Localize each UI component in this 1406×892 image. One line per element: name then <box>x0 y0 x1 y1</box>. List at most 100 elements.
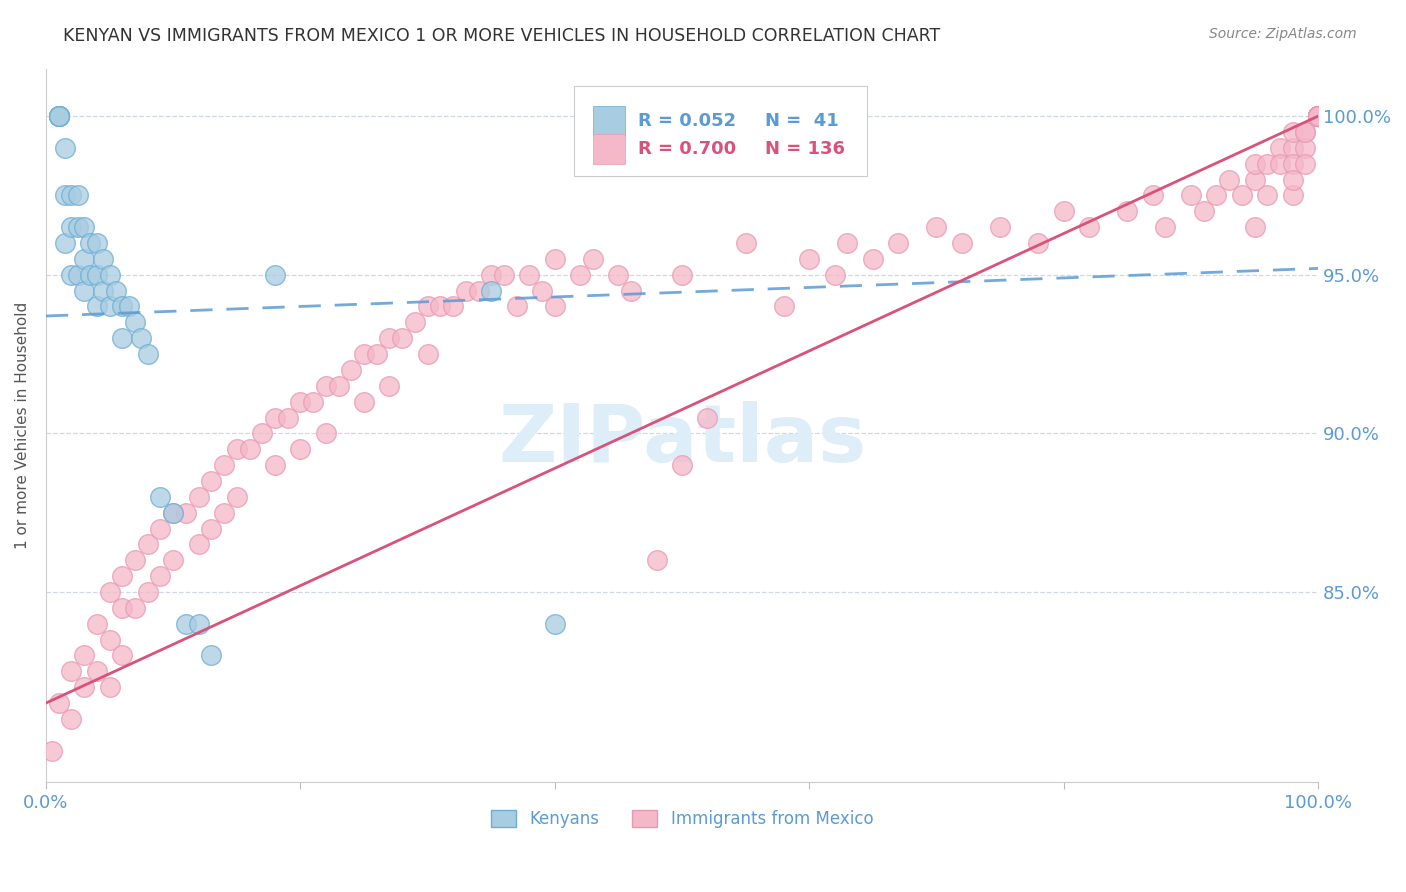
Point <box>1281 125 1303 139</box>
Point <box>887 235 910 250</box>
Point <box>111 648 134 663</box>
Point <box>162 506 184 520</box>
Point <box>1308 109 1330 123</box>
Point <box>1116 204 1139 219</box>
Text: Source: ZipAtlas.com: Source: ZipAtlas.com <box>1209 27 1357 41</box>
Point <box>98 268 121 282</box>
Point <box>1294 125 1316 139</box>
Point <box>1142 188 1164 202</box>
Point <box>1308 109 1330 123</box>
Point <box>79 235 101 250</box>
Point <box>1294 125 1316 139</box>
Point <box>91 284 114 298</box>
Point <box>671 268 693 282</box>
Point <box>353 394 375 409</box>
Point <box>1308 109 1330 123</box>
Point <box>225 442 247 457</box>
Text: R = 0.052: R = 0.052 <box>637 112 735 130</box>
Point <box>1308 109 1330 123</box>
Point <box>1308 109 1330 123</box>
Point <box>734 235 756 250</box>
Point <box>531 284 554 298</box>
Point <box>950 235 973 250</box>
Point <box>98 632 121 647</box>
FancyBboxPatch shape <box>574 87 866 176</box>
Point <box>1308 109 1330 123</box>
Point <box>238 442 260 457</box>
Point <box>988 220 1011 235</box>
Point <box>60 220 83 235</box>
Point <box>772 300 794 314</box>
Point <box>1308 109 1330 123</box>
Point <box>1256 188 1278 202</box>
Point <box>48 109 70 123</box>
Point <box>391 331 413 345</box>
Point <box>1256 157 1278 171</box>
Point <box>1308 109 1330 123</box>
Point <box>479 268 502 282</box>
Point <box>66 188 89 202</box>
Point <box>353 347 375 361</box>
Point <box>1308 109 1330 123</box>
Point <box>671 458 693 472</box>
Point <box>111 569 134 583</box>
Point <box>925 220 948 235</box>
Point <box>582 252 605 266</box>
Point <box>1192 204 1215 219</box>
Point <box>200 648 222 663</box>
Point <box>1180 188 1202 202</box>
Point <box>441 300 464 314</box>
Point <box>862 252 884 266</box>
Point <box>111 331 134 345</box>
Point <box>104 284 127 298</box>
Point <box>60 268 83 282</box>
Point <box>378 331 401 345</box>
Point <box>136 347 159 361</box>
Point <box>53 141 76 155</box>
Point <box>340 363 363 377</box>
Point <box>1230 188 1253 202</box>
Point <box>277 410 299 425</box>
Point <box>131 331 153 345</box>
Point <box>378 378 401 392</box>
Point <box>1308 109 1330 123</box>
Point <box>124 600 146 615</box>
Point <box>136 537 159 551</box>
Point <box>302 394 325 409</box>
Point <box>1308 109 1330 123</box>
Text: KENYAN VS IMMIGRANTS FROM MEXICO 1 OR MORE VEHICLES IN HOUSEHOLD CORRELATION CHA: KENYAN VS IMMIGRANTS FROM MEXICO 1 OR MO… <box>63 27 941 45</box>
Point <box>1308 109 1330 123</box>
Point <box>187 490 209 504</box>
Point <box>1243 220 1265 235</box>
Point <box>149 522 172 536</box>
Point <box>48 109 70 123</box>
Point <box>799 252 821 266</box>
Point <box>1308 109 1330 123</box>
Point <box>118 300 141 314</box>
Y-axis label: 1 or more Vehicles in Household: 1 or more Vehicles in Household <box>15 301 30 549</box>
Point <box>1308 109 1330 123</box>
Point <box>264 268 287 282</box>
Point <box>1154 220 1177 235</box>
Point <box>86 665 108 679</box>
Point <box>290 394 312 409</box>
Point <box>544 252 567 266</box>
Point <box>53 188 76 202</box>
Point <box>1308 109 1330 123</box>
Text: R = 0.700: R = 0.700 <box>637 140 735 158</box>
Point <box>98 585 121 599</box>
Point <box>1308 109 1330 123</box>
Legend: Kenyans, Immigrants from Mexico: Kenyans, Immigrants from Mexico <box>484 803 880 835</box>
Point <box>200 522 222 536</box>
Point <box>696 410 718 425</box>
Point <box>645 553 668 567</box>
Point <box>187 537 209 551</box>
Point <box>86 235 108 250</box>
Point <box>505 300 527 314</box>
Point <box>1205 188 1227 202</box>
Point <box>53 235 76 250</box>
Point <box>149 490 172 504</box>
Point <box>86 268 108 282</box>
Point <box>162 553 184 567</box>
Point <box>1268 157 1291 171</box>
